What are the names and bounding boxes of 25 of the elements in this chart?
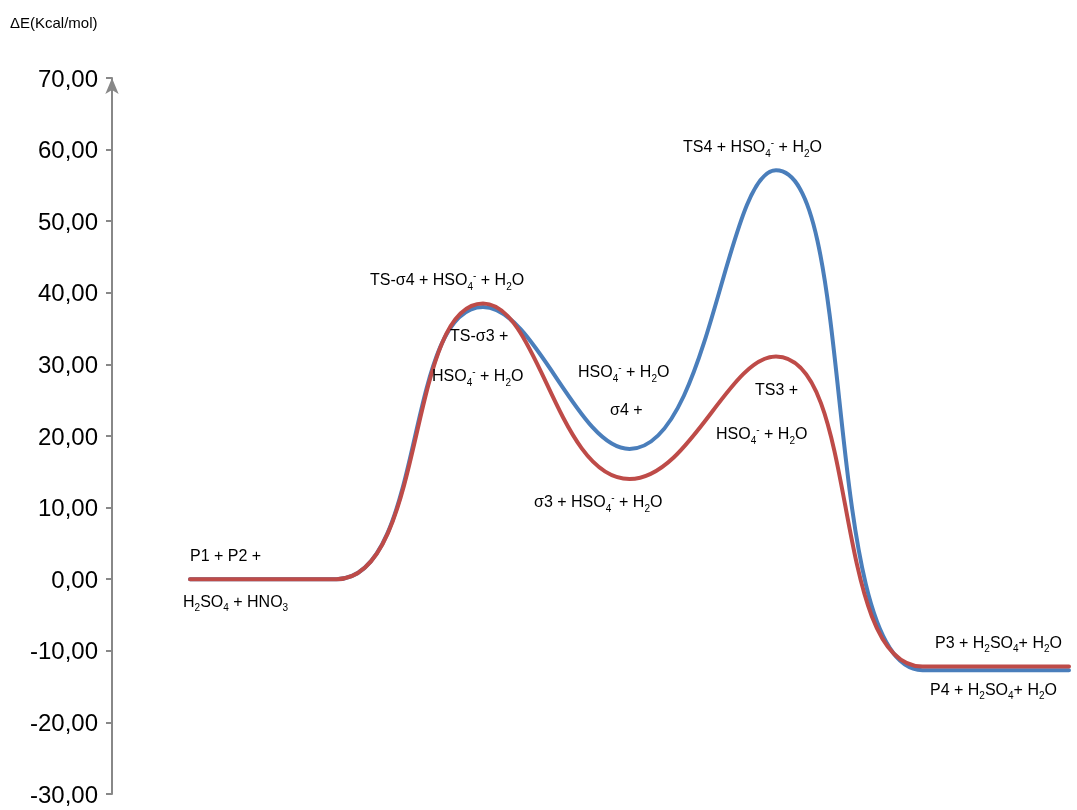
annotation: σ3 + HSO$_{4}$$^{-}$ + H$_{2}$O — [534, 491, 663, 516]
annotation: H$_{2}$SO$_{4}$ + HNO$_{3}$ — [183, 592, 289, 616]
annotation: HSO$_{4}$$^{-}$ + H$_{2}$O — [716, 423, 808, 448]
y-tick-label: -30,00 — [29, 780, 98, 808]
annotation: TS4 + HSO$_{4}$$^{-}$ + H$_{2}$O — [683, 136, 822, 161]
annotation: TS3 + — [755, 380, 799, 400]
y-tick-label: 10,00 — [37, 494, 98, 522]
y-tick-label: 60,00 — [37, 136, 98, 164]
annotation: P3 + H$_{2}$SO$_{4}$+ H$_{2}$O — [935, 633, 1062, 657]
y-tick-label: 70,00 — [37, 64, 98, 92]
y-axis-title: ΔE(Kcal/mol) — [10, 14, 98, 31]
y-tick-label: 30,00 — [37, 350, 98, 378]
annotation: P4 + H$_{2}$SO$_{4}$+ H$_{2}$O — [930, 680, 1057, 704]
y-tick-label: 20,00 — [37, 422, 98, 450]
annotation: TS-σ3 + — [450, 326, 509, 346]
annotation: P1 + P2 + — [190, 546, 262, 566]
annotation: HSO$_{4}$$^{-}$ + H$_{2}$O — [578, 361, 670, 386]
annotation: HSO$_{4}$$^{-}$ + H$_{2}$O — [432, 365, 524, 390]
y-tick-label: 0,00 — [51, 565, 98, 593]
y-tick-label: 40,00 — [37, 279, 98, 307]
annotation: TS-σ4 + HSO$_{4}$$^{-}$ + H$_{2}$O — [370, 269, 525, 294]
annotation: σ4 + — [610, 400, 643, 420]
y-tick-label: -10,00 — [29, 637, 98, 665]
y-tick-label: 50,00 — [37, 207, 98, 235]
y-tick-label: -20,00 — [29, 708, 98, 736]
